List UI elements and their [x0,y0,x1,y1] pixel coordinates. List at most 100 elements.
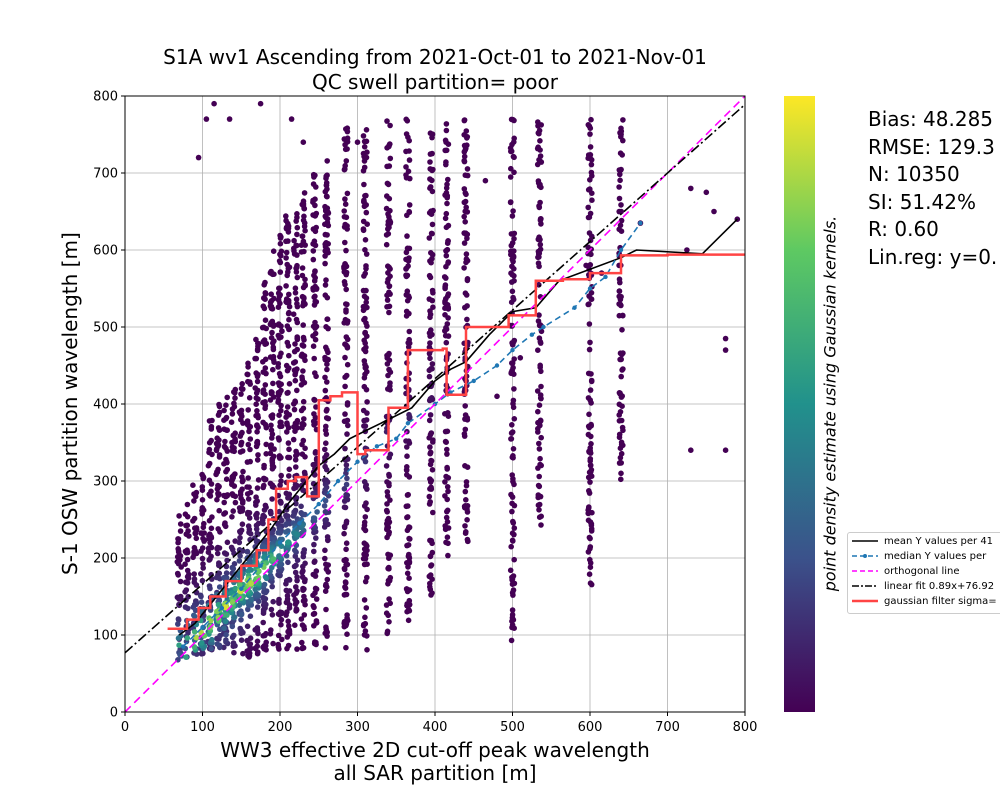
scatter-point [509,279,515,285]
median-marker [494,363,500,368]
scatter-point [294,231,300,238]
scatter-point [198,599,205,605]
scatter-point [246,428,252,435]
scatter-point [283,414,289,421]
scatter-point [406,551,412,558]
scatter-point [275,641,282,648]
scatter-point [510,453,516,459]
scatter-point [260,359,266,365]
median-marker [638,220,643,226]
scatter-point [361,138,368,145]
scatter-point [322,253,328,259]
scatter-point [301,547,308,553]
scatter-point [261,507,268,513]
scatter-point [383,463,390,469]
scatter-point [286,316,292,323]
scatter-point [517,355,524,361]
scatter-point [445,306,452,312]
scatter-point [586,534,593,541]
scatter-point [587,131,593,137]
scatter-point [283,213,289,219]
statistics-panel: Bias: 48.285 RMSE: 129.3 N: 10350 SI: 51… [868,106,997,271]
median-marker [572,305,577,310]
scatter-point [461,149,468,155]
scatter-point [362,620,369,627]
scatter-point [534,388,541,394]
scatter-point [177,521,184,527]
scatter-point [405,617,412,624]
scatter-point [443,252,450,259]
scatter-point [322,547,328,554]
scatter-point [312,558,318,564]
scatter-point [279,328,285,335]
scatter-point [343,470,349,477]
scatter-point [508,165,514,172]
scatter-point [294,274,301,281]
scatter-point [299,639,305,646]
scatter-point [222,523,229,530]
scatter-point [507,174,514,180]
scatter-point [214,608,220,615]
scatter-point [511,337,518,344]
scatter-point [538,184,544,191]
scatter-point [263,441,270,448]
series-line-2 [125,96,745,712]
scatter-point [286,466,293,473]
scatter-point [223,402,229,409]
median-marker [471,378,476,384]
legend-swatch-orthogonal [852,570,878,572]
scatter-point [311,548,317,555]
scatter-point [263,424,270,431]
scatter-point [286,326,292,333]
scatter-point [445,488,451,495]
legend-item-median: median Y values per [848,549,986,563]
scatter-point [444,464,450,471]
scatter-point [301,213,307,220]
scatter-point [442,285,448,292]
scatter-point [237,534,243,541]
scatter-point [323,561,329,568]
scatter-point [684,247,690,253]
scatter-point [588,116,594,123]
scatter-point [462,463,468,469]
scatter-point [536,501,543,508]
scatter-point [342,374,348,381]
scatter-point [247,446,253,453]
scatter-point [311,294,318,301]
scatter-point [428,211,435,217]
scatter-point [312,242,319,249]
scatter-point [217,575,223,582]
median-marker [239,586,244,591]
x-axis-label-line2: all SAR partition [m] [333,761,537,785]
scatter-point [464,277,471,284]
scatter-point [509,500,515,507]
scatter-point [616,195,623,202]
scatter-point [426,367,433,374]
chart-subtitle: QC swell partition= poor [311,70,558,94]
scatter-point [387,600,394,607]
scatter-point [511,235,517,242]
scatter-point [269,466,276,472]
scatter-point [384,628,391,635]
scatter-point [283,283,289,289]
scatter-point [290,513,297,519]
scatter-point [344,402,351,408]
scatter-point [263,370,269,377]
scatter-point [270,640,276,647]
scatter-point [262,477,268,483]
scatter-point [511,525,518,531]
scatter-point [509,508,515,515]
scatter-point [429,467,436,473]
scatter-point [246,515,253,521]
scatter-point [283,553,290,559]
scatter-point [586,230,593,236]
x-tick-label: 0 [121,720,129,735]
scatter-point [277,259,284,266]
scatter-point [616,390,623,396]
scatter-point [585,244,591,251]
scatter-point [344,190,351,197]
scatter-point [586,504,592,510]
legend-label-median: median Y values per [884,550,987,562]
scatter-point [589,190,595,196]
scatter-point [619,152,625,158]
